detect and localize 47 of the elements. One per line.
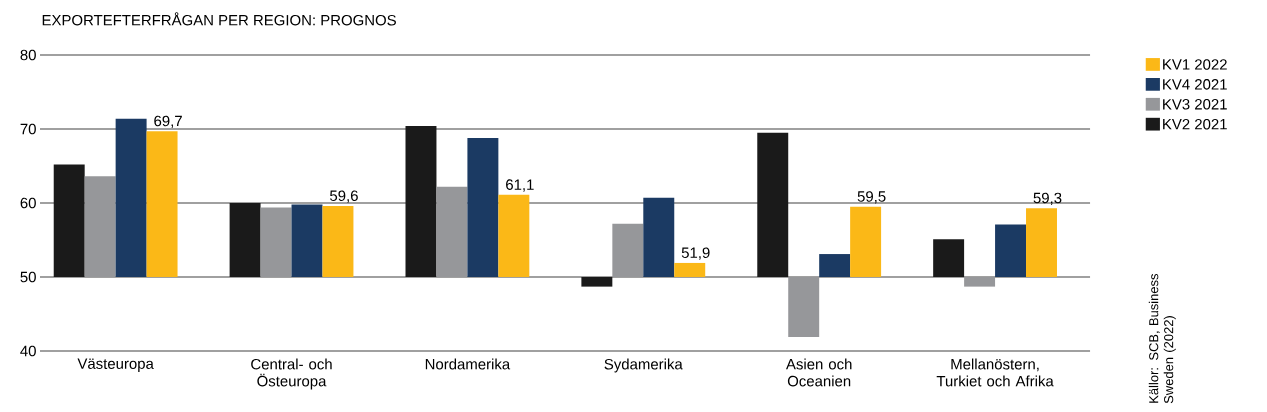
bar (53, 164, 85, 277)
bar (498, 194, 530, 277)
bar (405, 126, 437, 277)
bar (260, 207, 292, 277)
bar (757, 132, 789, 277)
bar (933, 239, 965, 277)
x-tick-label: Sydamerika (604, 358, 683, 373)
data-label: 51,9 (681, 247, 710, 260)
legend-label: KV3 2021 (1163, 99, 1227, 110)
x-tick-label: Västeuropa (77, 358, 154, 372)
bar (995, 224, 1027, 277)
x-tick-label: Asien och Oceanien (785, 358, 852, 387)
text: Källor: SCB, Business Sweden (2022) (1148, 274, 1176, 404)
y-tick-label: 40 (20, 345, 36, 357)
bar (643, 197, 675, 277)
bar (229, 203, 261, 277)
x-tick-label: Central- och Östeuropa (251, 358, 332, 390)
x-tick-label: Mellanöstern, Turkiet och Afrika (936, 358, 1054, 387)
y-tick-label: 80 (20, 49, 36, 61)
bar (467, 137, 499, 277)
bar (115, 118, 147, 277)
bar (436, 186, 468, 277)
data-label: 69,7 (154, 115, 182, 129)
bar (674, 262, 706, 277)
y-tick-label: 60 (20, 197, 36, 209)
legend-label: KV4 2021 (1163, 79, 1227, 90)
data-label: 59,6 (330, 190, 358, 203)
bar (322, 205, 354, 277)
bar (1026, 208, 1057, 277)
data-label: 61,1 (506, 179, 534, 192)
bar (819, 254, 851, 277)
y-tick-label: 50 (20, 271, 36, 283)
bar (788, 277, 820, 337)
bar (850, 206, 882, 277)
bar (146, 131, 178, 277)
legend-label: KV2 2021 (1163, 118, 1227, 130)
bar (964, 277, 996, 287)
data-label: 59,5 (857, 191, 886, 204)
y-tick-label: 70 (20, 123, 36, 135)
bar (291, 204, 323, 277)
x-tick-label: Nordamerika (425, 358, 511, 370)
bar (84, 176, 116, 277)
data-label: 59,3 (1033, 192, 1062, 205)
legend-label: KV1 2022 (1163, 59, 1227, 70)
bar (612, 223, 644, 277)
bar (581, 277, 613, 287)
chart-title: EXPORTEFTERFRÅGAN PER REGION: PROGNOS (42, 12, 396, 26)
